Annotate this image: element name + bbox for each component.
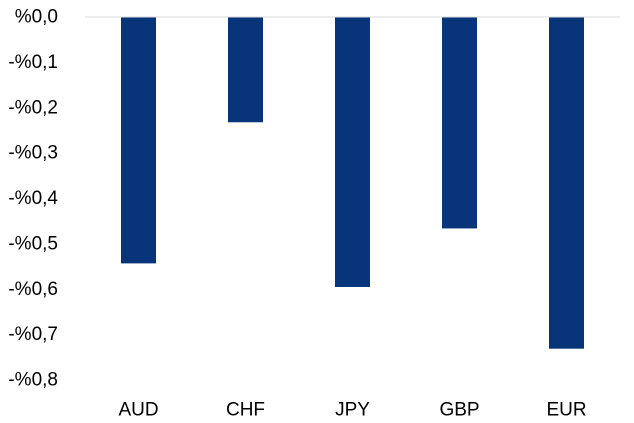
x-tick-label: JPY — [335, 400, 370, 421]
bar-chf — [228, 17, 263, 123]
y-tick-label: %0,0 — [15, 7, 58, 28]
x-tick-label: CHF — [226, 400, 265, 421]
y-axis: %0,0 -%0,1 -%0,2 -%0,3 -%0,4 -%0,5 -%0,6 -%0,7 -… — [8, 7, 58, 391]
y-tick-label: -%0,1 — [8, 52, 58, 73]
bar-jpy — [335, 17, 370, 287]
bar-gbp — [442, 17, 477, 229]
y-tick-label: -%0,5 — [8, 233, 58, 254]
x-tick-label: EUR — [546, 400, 586, 421]
y-tick-label: -%0,4 — [8, 188, 58, 209]
bars — [121, 17, 584, 349]
y-tick-label: -%0,7 — [8, 324, 58, 345]
bar-eur — [549, 17, 584, 349]
y-tick-label: -%0,8 — [8, 370, 58, 391]
y-tick-label: -%0,6 — [8, 279, 58, 300]
y-tick-label: -%0,3 — [8, 143, 58, 164]
x-tick-label: AUD — [118, 400, 158, 421]
x-tick-label: GBP — [439, 400, 479, 421]
x-axis: AUD CHF JPY GBP EUR — [118, 400, 586, 421]
y-tick-label: -%0,2 — [8, 97, 58, 118]
bar-aud — [121, 17, 156, 264]
